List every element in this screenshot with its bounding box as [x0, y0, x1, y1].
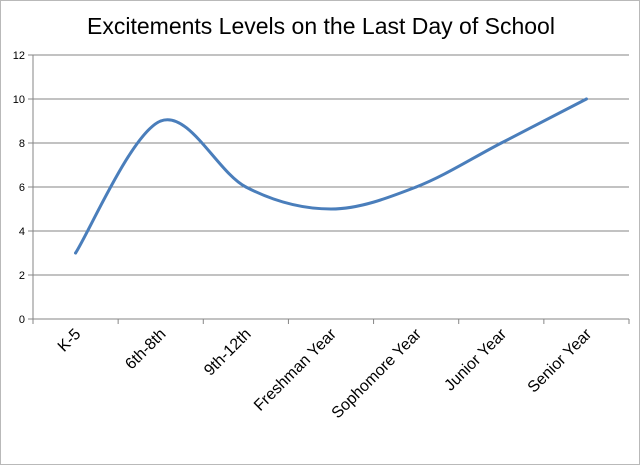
data-point — [159, 119, 163, 123]
y-tick-label: 12 — [13, 50, 25, 62]
chart-title: Excitements Levels on the Last Day of Sc… — [87, 13, 555, 39]
y-tick-label: 6 — [19, 182, 25, 194]
series-line — [74, 97, 588, 255]
x-category-label: Junior Year — [441, 325, 510, 394]
data-point — [244, 185, 248, 189]
data-point — [74, 251, 77, 255]
x-category-label: Freshman Year — [251, 325, 340, 414]
y-tick-label: 8 — [19, 138, 25, 150]
data-point — [329, 207, 333, 211]
data-point — [499, 141, 503, 145]
x-category-label: Senior Year — [525, 325, 596, 396]
x-category-label: Sophomore Year — [329, 325, 426, 422]
data-point — [414, 185, 418, 189]
x-category-label: K-5 — [55, 326, 85, 356]
y-tick-label: 4 — [19, 226, 25, 238]
y-tick-label: 0 — [19, 314, 25, 326]
x-category-label: 9th-12th — [201, 326, 255, 380]
y-tick-label: 10 — [13, 94, 25, 106]
y-tick-label: 2 — [19, 270, 25, 282]
data-point — [585, 97, 588, 101]
x-category-label: 6th-8th — [122, 326, 169, 373]
